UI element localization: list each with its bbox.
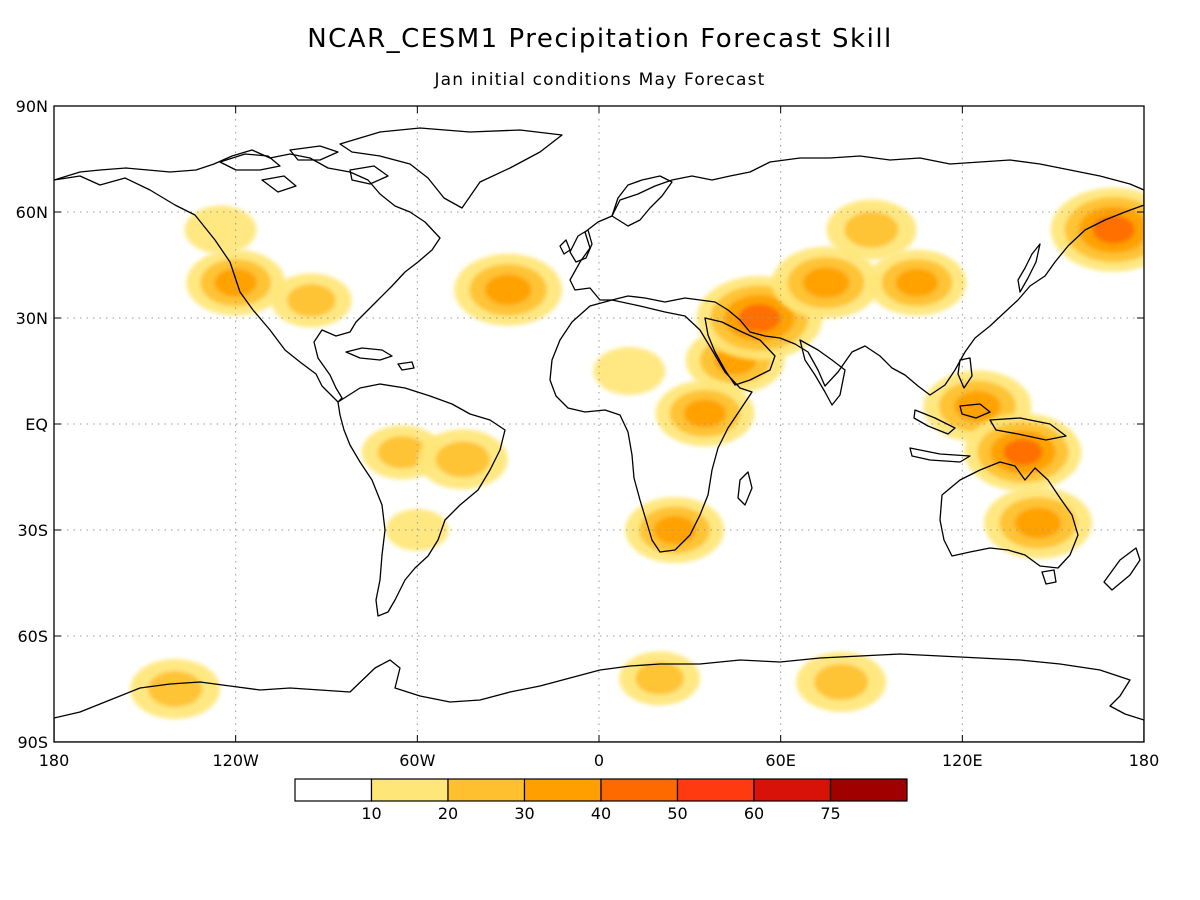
skill-region [826, 199, 917, 260]
colorbar: 10 20 30 40 50 60 75 [294, 778, 908, 823]
skill-region [964, 413, 1082, 492]
colorbar-swatch [370, 778, 449, 802]
coast-south-america [337, 383, 506, 617]
skill-region [593, 347, 666, 395]
colorbar-swatch [600, 778, 679, 802]
colorbar-swatch [753, 778, 832, 802]
lat-label: 60N [16, 203, 48, 222]
colorbar-swatch [829, 778, 908, 802]
coast-madagascar [737, 471, 753, 506]
colorbar-label: 40 [591, 804, 611, 823]
lon-label: 120E [942, 751, 983, 770]
coast-caribbean [345, 347, 415, 371]
colorbar-swatch [676, 778, 755, 802]
colorbar-label: 50 [667, 804, 687, 823]
colorbar-label: 30 [514, 804, 534, 823]
lat-label: EQ [25, 415, 48, 434]
coast-new-zealand [1103, 547, 1141, 591]
coast-japan [1017, 243, 1041, 293]
skill-region [184, 205, 257, 254]
skill-region [130, 659, 221, 719]
coast-eurasia [569, 155, 1144, 396]
skill-field [130, 187, 1144, 719]
skill-region [867, 249, 967, 316]
lon-label: 120W [212, 751, 259, 770]
skill-region [772, 246, 881, 319]
coast-arctic-islands [219, 145, 389, 193]
colorbar-label: 20 [438, 804, 458, 823]
lon-label: 60W [399, 751, 435, 770]
coast-north-america [54, 149, 441, 403]
coast-se-asia-islands [909, 357, 1067, 463]
lon-label: 0 [594, 751, 604, 770]
lat-label: 30N [16, 309, 48, 328]
skill-region [619, 651, 701, 706]
lon-label: 180 [1129, 751, 1160, 770]
map-title: NCAR_CESM1 Precipitation Forecast Skill [307, 24, 893, 54]
skill-region [796, 651, 887, 712]
colorbar-swatch [294, 778, 373, 802]
map-subtitle: Jan initial conditions May Forecast [434, 70, 766, 90]
coast-australia [939, 461, 1079, 569]
coast-tasmania [1041, 569, 1057, 585]
lat-label: 30S [17, 521, 48, 540]
coast-antarctica [54, 653, 1144, 742]
lat-label: 90S [17, 733, 48, 752]
coast-greenland [339, 127, 563, 209]
lat-label: 60S [17, 627, 48, 646]
colorbar-label: 60 [744, 804, 764, 823]
coast-scandinavia [611, 175, 673, 227]
coastlines [54, 127, 1144, 742]
skill-region [625, 497, 725, 563]
colorbar-label: 10 [361, 804, 381, 823]
colorbar-swatch [523, 778, 602, 802]
lon-label: 180 [39, 751, 70, 770]
coast-british-isles [559, 229, 593, 263]
skill-region [984, 486, 1093, 559]
skill-region [454, 253, 563, 326]
colorbar-swatch [447, 778, 526, 802]
coast-africa [549, 299, 753, 553]
skill-region [417, 429, 508, 490]
lon-label: 60E [765, 751, 795, 770]
colorbar-label: 75 [820, 804, 840, 823]
skill-region [923, 370, 1032, 443]
coast-arabia [704, 317, 776, 386]
skill-region [1050, 187, 1144, 272]
coast-india [799, 339, 846, 406]
skill-region [270, 273, 352, 328]
skill-region [655, 380, 755, 447]
lat-label: 90N [16, 97, 48, 116]
